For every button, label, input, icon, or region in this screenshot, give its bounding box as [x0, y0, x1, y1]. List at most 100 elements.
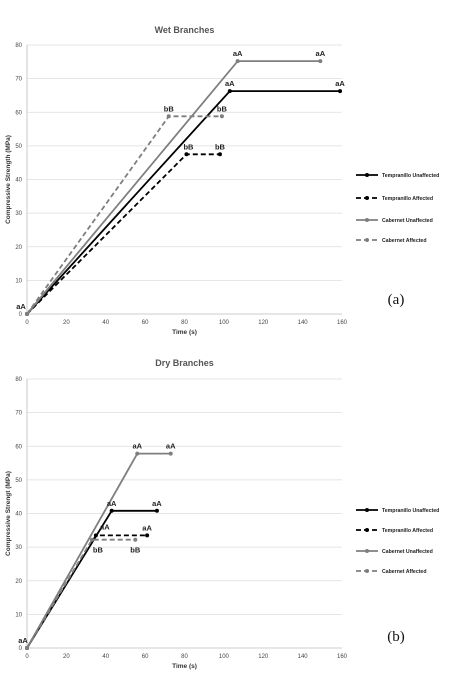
data-label: aA	[335, 79, 345, 88]
legend-marker-3	[365, 569, 369, 573]
data-point	[89, 537, 94, 542]
y-tick-label: 60	[15, 444, 22, 450]
y-tick-label: 20	[15, 579, 22, 585]
data-point	[217, 152, 222, 157]
data-label: aA	[142, 523, 152, 532]
data-point	[25, 646, 29, 650]
data-point	[154, 508, 159, 513]
data-label: aA	[132, 442, 142, 451]
panel-label: (a)	[388, 292, 405, 308]
y-tick-label: 30	[15, 545, 22, 551]
y-tick-label: 70	[15, 411, 22, 417]
x-tick-label: 0	[25, 654, 29, 660]
x-tick-label: 60	[142, 654, 149, 660]
series-line-3	[26, 538, 136, 649]
legend-marker-3	[365, 238, 369, 242]
x-tick-label: 100	[219, 654, 230, 660]
data-label: aA	[152, 499, 162, 508]
data-point	[168, 451, 173, 456]
x-tick-label: 140	[298, 320, 309, 326]
data-label: aA	[107, 499, 117, 508]
data-label: bB	[93, 546, 104, 555]
x-tick-label: 40	[102, 654, 109, 660]
data-point	[25, 312, 29, 316]
series-line-2	[26, 60, 321, 315]
legend-entry-3: Cabernet Affected	[382, 569, 427, 575]
chart-title: Wet Branches	[155, 25, 215, 35]
data-point	[135, 451, 140, 456]
legend-marker-2	[365, 218, 369, 222]
legend-marker-0	[365, 508, 369, 512]
data-label: bB	[183, 142, 194, 151]
data-label: aA	[100, 522, 110, 531]
legend-entry-2: Cabernet Unaffected	[382, 549, 433, 555]
y-tick-label: 50	[15, 144, 22, 150]
data-label: aA	[16, 302, 26, 311]
y-tick-label: 30	[15, 211, 22, 217]
chart-title: Dry Branches	[155, 358, 214, 368]
legend-entry-1: Tempranillo Affected	[382, 196, 433, 202]
series-line-0	[26, 509, 157, 649]
data-point	[166, 114, 171, 119]
x-tick-label: 40	[102, 320, 109, 326]
x-tick-label: 120	[258, 654, 269, 660]
data-label: aA	[316, 49, 326, 58]
x-tick-label: 80	[181, 320, 188, 326]
data-point	[235, 59, 240, 64]
y-tick-label: 50	[15, 478, 22, 484]
data-label: aA	[166, 442, 176, 451]
legend-marker-1	[365, 528, 369, 532]
y-tick-label: 0	[19, 646, 23, 652]
data-point	[145, 533, 150, 538]
legend-entry-0: Tempranillo Unaffected	[382, 508, 439, 514]
data-label: bB	[217, 104, 228, 113]
y-tick-label: 60	[15, 110, 22, 116]
y-tick-label: 70	[15, 77, 22, 83]
y-tick-label: 10	[15, 612, 22, 618]
data-label: bB	[164, 104, 175, 113]
series-line-1	[26, 153, 220, 315]
y-tick-label: 20	[15, 245, 22, 251]
x-tick-label: 160	[337, 654, 348, 660]
x-tick-label: 20	[63, 320, 70, 326]
x-tick-label: 60	[142, 320, 149, 326]
data-label: aA	[18, 636, 28, 645]
legend-entry-1: Tempranillo Affected	[382, 528, 433, 534]
data-point	[219, 114, 224, 119]
legend-entry-2: Cabernet Unaffected	[382, 218, 433, 224]
legend-marker-1	[365, 196, 369, 200]
data-point	[93, 533, 98, 538]
legend-entry-3: Cabernet Affected	[382, 238, 427, 244]
y-axis-label: Compressive Strengt (MPa)	[5, 471, 12, 556]
legend-marker-0	[365, 173, 369, 177]
x-tick-label: 160	[337, 320, 348, 326]
x-tick-label: 140	[298, 654, 309, 660]
legend-marker-2	[365, 549, 369, 553]
data-label: bB	[130, 546, 141, 555]
y-tick-label: 40	[15, 178, 22, 184]
data-label: aA	[233, 49, 243, 58]
y-tick-label: 40	[15, 512, 22, 518]
y-tick-label: 0	[19, 312, 23, 318]
legend-entry-0: Tempranillo Unaffected	[382, 173, 439, 179]
data-label: bB	[215, 142, 226, 151]
panel-label: (b)	[387, 629, 405, 645]
y-tick-label: 80	[15, 43, 22, 49]
x-tick-label: 120	[258, 320, 269, 326]
x-tick-label: 100	[219, 320, 230, 326]
data-point	[109, 508, 114, 513]
data-point	[133, 537, 138, 542]
y-tick-label: 10	[15, 278, 22, 284]
y-axis-label: Compressive Strength (MPa)	[5, 135, 12, 224]
data-label: aA	[225, 79, 235, 88]
x-axis-label: Time (s)	[172, 329, 197, 336]
data-point	[184, 152, 189, 157]
x-tick-label: 20	[63, 654, 70, 660]
x-tick-label: 80	[181, 654, 188, 660]
data-point	[338, 89, 343, 94]
data-point	[318, 59, 323, 64]
x-tick-label: 0	[25, 320, 29, 326]
x-axis-label: Time (s)	[172, 663, 197, 670]
data-point	[227, 89, 232, 94]
